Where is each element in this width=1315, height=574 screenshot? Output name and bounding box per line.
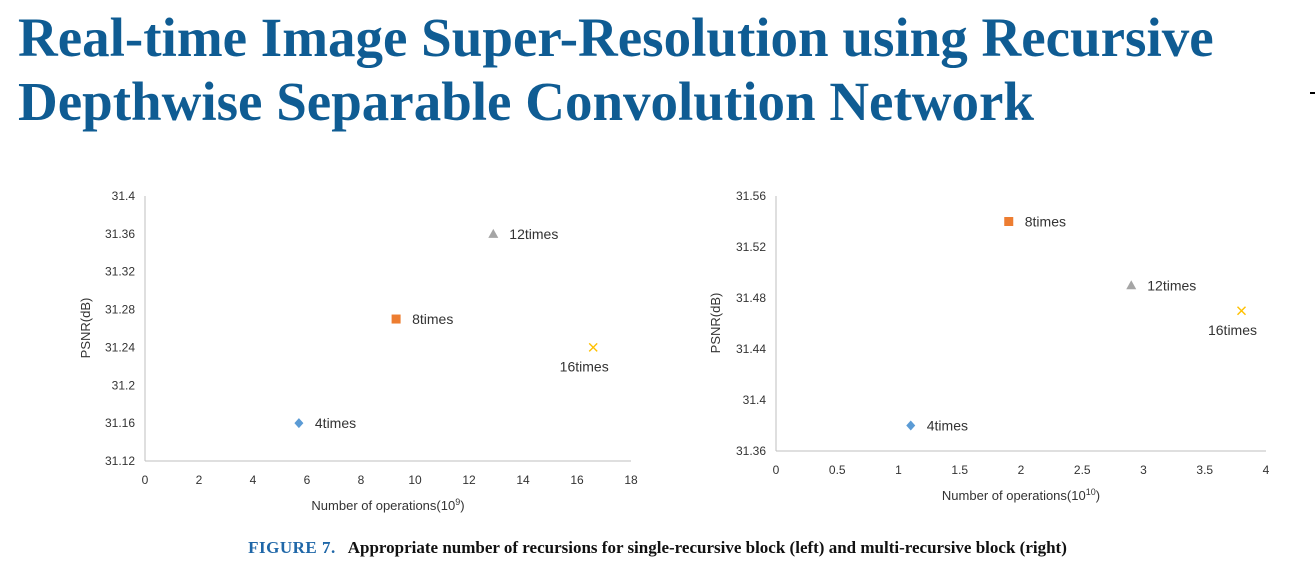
chart-right-x-tick-label: 2 (1018, 463, 1025, 477)
chart-right-y-tick-label: 31.44 (736, 342, 766, 356)
chart-right-y-tick-label: 31.4 (743, 393, 767, 407)
chart-right-x-tick-label: 1.5 (951, 463, 968, 477)
chart-right-data-label-16times: 16times (1208, 322, 1257, 338)
chart-left-y-tick-label: 31.16 (105, 416, 135, 430)
chart-left-data-label-12times: 12times (509, 226, 558, 242)
chart-right-x-tick-label: 4 (1263, 463, 1270, 477)
chart-left-y-tick-label: 31.2 (112, 378, 136, 392)
chart-right-x-tick-label: 1 (895, 463, 902, 477)
chart-left-x-tick-label: 12 (462, 473, 476, 487)
chart-left-x-tick-label: 18 (624, 473, 638, 487)
chart-right-point-8times-square (1004, 217, 1014, 226)
chart-left-data-label-8times: 8times (412, 311, 453, 327)
chart-right-x-tick-label: 3.5 (1196, 463, 1213, 477)
chart-left-x-tick-label: 14 (516, 473, 530, 487)
chart-right-x-tick-label: 2.5 (1074, 463, 1091, 477)
chart-right-y-tick-label: 31.48 (736, 291, 766, 305)
chart-right-y-tick-label: 31.52 (736, 240, 766, 254)
chart-left-y-tick-label: 31.4 (112, 189, 136, 203)
chart-right-point-16times-cross (1237, 306, 1246, 316)
chart-right-point-4times-diamond (906, 420, 916, 431)
chart-right-data-label-8times: 8times (1025, 214, 1066, 230)
chart-right-y-tick-label: 31.56 (736, 189, 766, 203)
chart-left-y-tick-label: 31.36 (105, 227, 135, 241)
chart-left-x-tick-label: 4 (250, 473, 257, 487)
figure-caption: FIGURE 7. Appropriate number of recursion… (0, 538, 1315, 558)
chart-right-x-tick-label: 3 (1140, 463, 1147, 477)
chart-left-y-tick-label: 31.32 (105, 265, 135, 279)
chart-left-data-label-16times: 16times (560, 358, 609, 374)
chart-right-x-axis-label: Number of operations(1010) (942, 487, 1100, 503)
chart-left-x-tick-label: 0 (142, 473, 149, 487)
figure-caption-number: FIGURE 7. (248, 538, 336, 557)
chart-left-x-tick-label: 8 (358, 473, 365, 487)
paper-title: Real-time Image Super-Resolution using R… (18, 6, 1308, 134)
chart-left-y-axis-label: PSNR(dB) (78, 298, 93, 359)
chart-left-x-axis-label: Number of operations(109) (311, 497, 464, 513)
chart-right-y-axis-label: PSNR(dB) (708, 293, 723, 354)
chart-left-y-tick-label: 31.28 (105, 303, 135, 317)
chart-left-x-tick-label: 2 (196, 473, 203, 487)
figure-caption-text: Appropriate number of recursions for sin… (347, 538, 1067, 557)
chart-right-data-label-4times: 4times (927, 418, 968, 434)
chart-left-data-label-4times: 4times (315, 415, 356, 431)
edge-tick-mark (1310, 92, 1315, 94)
chart-right-data-label-12times: 12times (1147, 277, 1196, 293)
paper-title-line-1: Real-time Image Super-Resolution using R… (18, 7, 1214, 68)
chart-left-y-tick-label: 31.12 (105, 454, 135, 468)
chart-right-x-tick-label: 0 (773, 463, 780, 477)
chart-left-y-tick-label: 31.24 (105, 340, 135, 354)
chart-right-x-tick-label: 0.5 (829, 463, 846, 477)
chart-left-point-16times-cross (588, 342, 598, 352)
chart-right-y-tick-label: 31.36 (736, 444, 766, 458)
chart-left-point-8times-square (391, 314, 401, 324)
chart-left-x-tick-label: 16 (570, 473, 584, 487)
chart-right-point-12times-triangle (1126, 280, 1137, 290)
chart-left-x-tick-label: 6 (304, 473, 311, 487)
chart-left-point-12times-triangle (488, 228, 499, 238)
chart-left-point-4times-diamond (294, 418, 304, 429)
paper-title-line-2: Depthwise Separable Convolution Network (18, 71, 1034, 132)
chart-left-x-tick-label: 10 (408, 473, 422, 487)
